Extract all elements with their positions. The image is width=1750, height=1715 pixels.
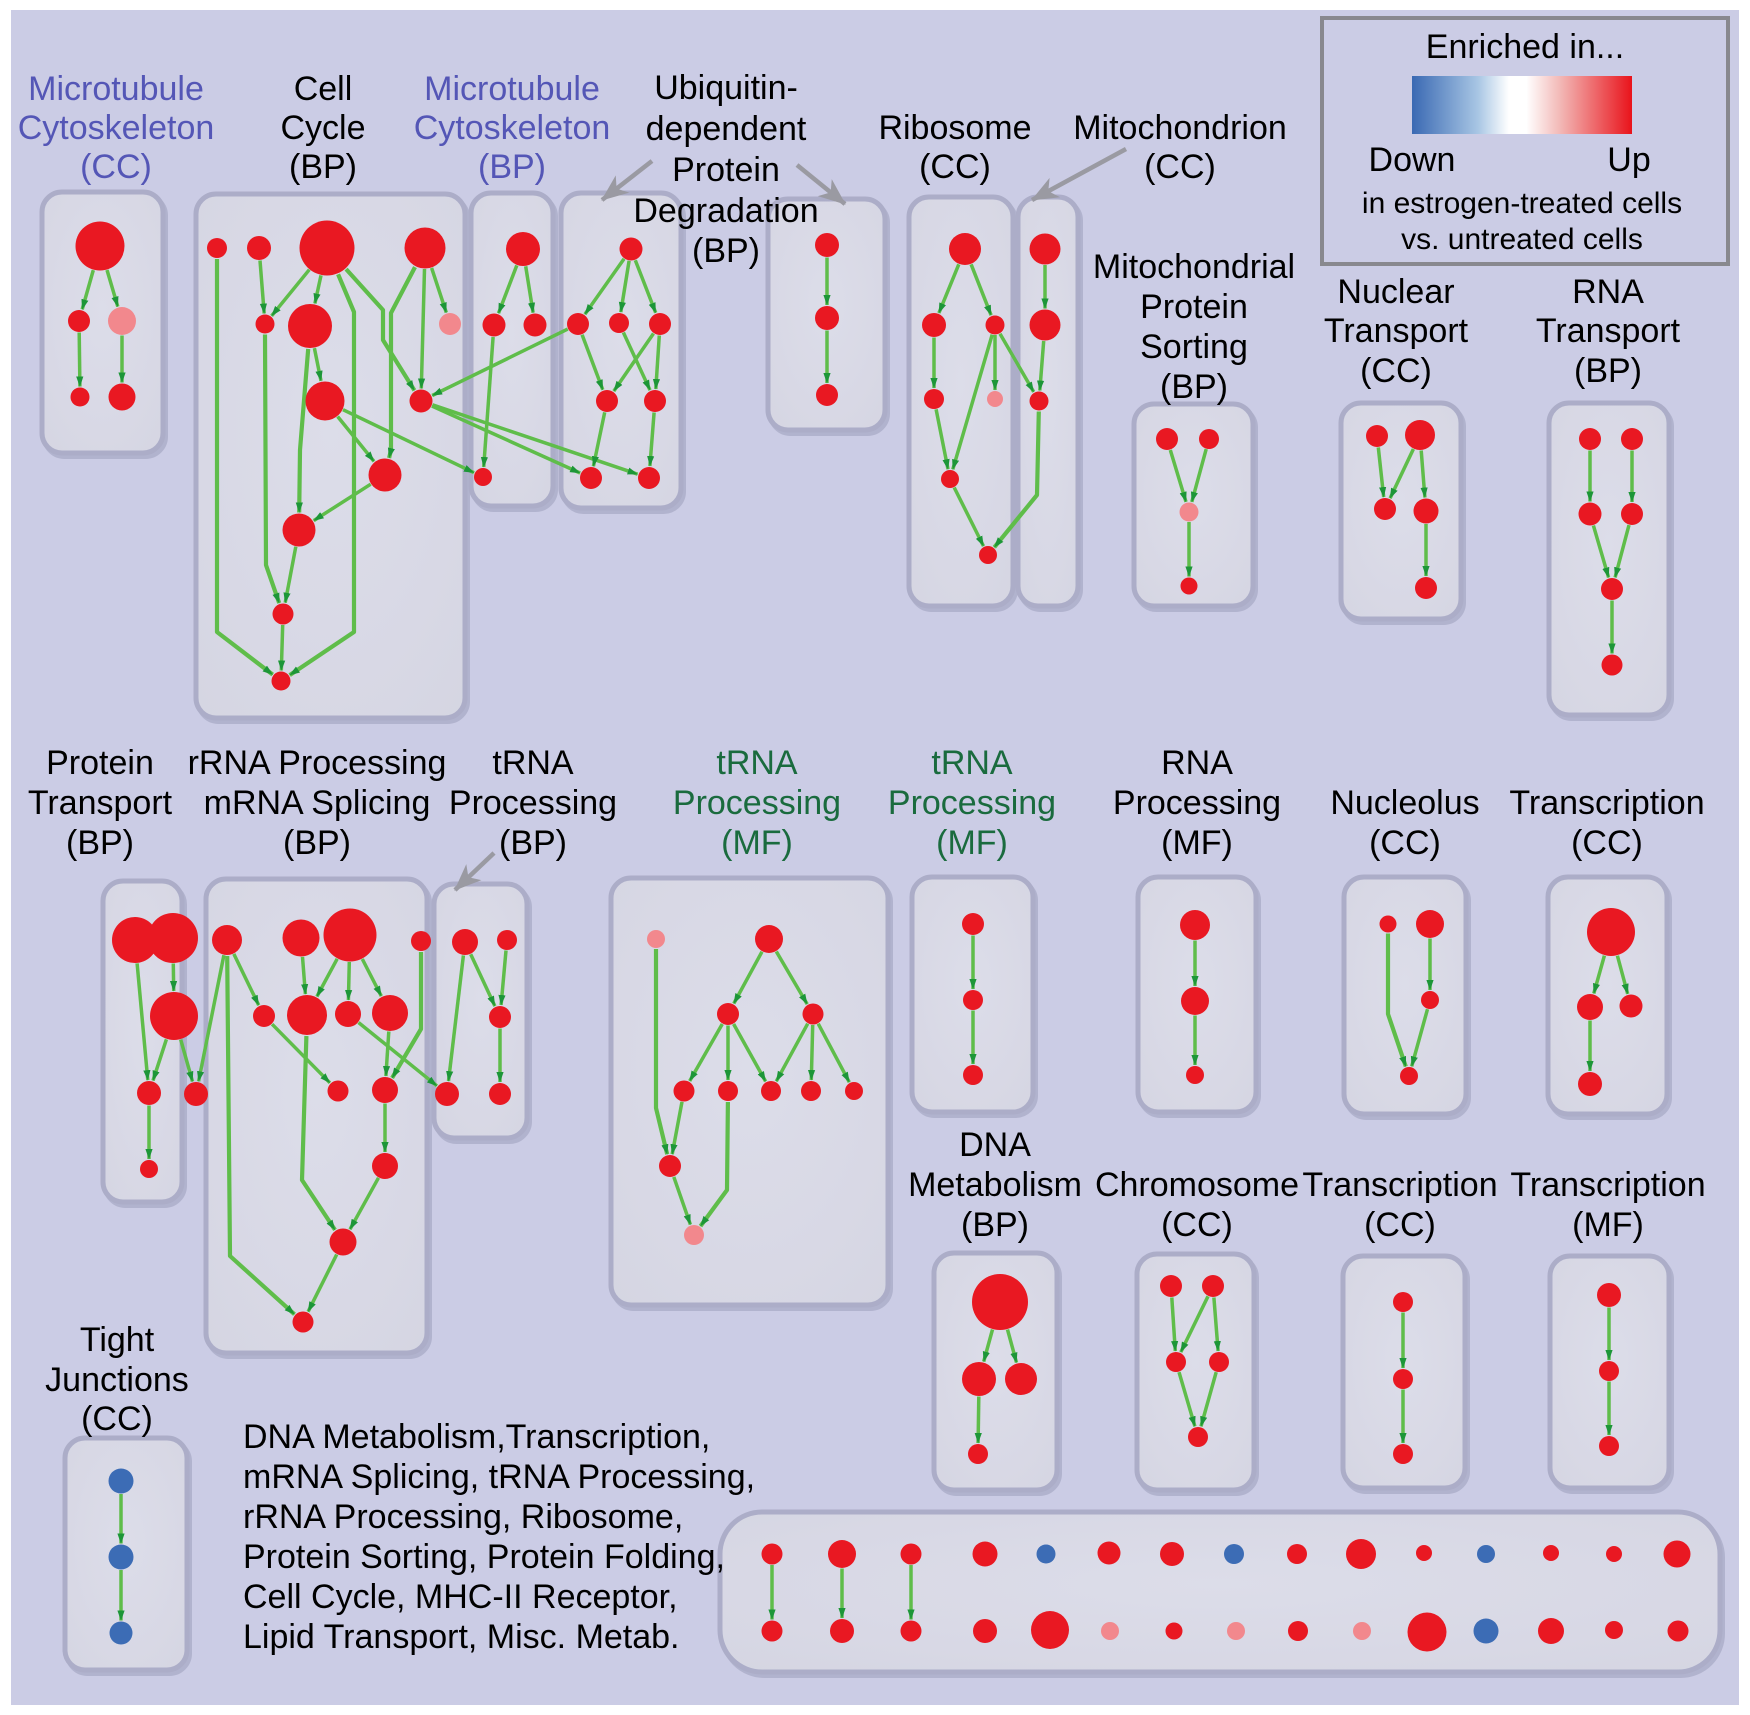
svg-text:Transcription: Transcription: [1510, 1166, 1705, 1204]
svg-text:vs. untreated cells: vs. untreated cells: [1401, 223, 1643, 256]
svg-text:Tight: Tight: [80, 1321, 155, 1359]
svg-text:Transport: Transport: [28, 784, 173, 822]
svg-text:in estrogen-treated cells: in estrogen-treated cells: [1362, 187, 1682, 220]
svg-text:(CC): (CC): [1369, 824, 1441, 862]
svg-text:(MF): (MF): [721, 824, 793, 862]
svg-text:Mitochondrial: Mitochondrial: [1093, 248, 1295, 286]
svg-text:Ribosome: Ribosome: [878, 109, 1031, 147]
svg-text:(CC): (CC): [1161, 1206, 1233, 1244]
svg-text:Cell: Cell: [294, 70, 353, 108]
svg-text:(CC): (CC): [1364, 1206, 1436, 1244]
svg-text:RNA: RNA: [1572, 273, 1644, 311]
svg-text:Cytoskeleton: Cytoskeleton: [18, 109, 215, 147]
svg-text:Processing: Processing: [1113, 784, 1281, 822]
svg-text:Protein: Protein: [672, 151, 780, 189]
svg-text:rRNA Processing, Ribosome,: rRNA Processing, Ribosome,: [243, 1498, 683, 1536]
svg-text:DNA: DNA: [959, 1126, 1031, 1164]
svg-text:(MF): (MF): [1572, 1206, 1644, 1244]
svg-text:Transcription: Transcription: [1302, 1166, 1497, 1204]
svg-text:Ubiquitin-: Ubiquitin-: [654, 69, 798, 107]
svg-text:(BP): (BP): [961, 1206, 1029, 1244]
svg-text:Chromosome: Chromosome: [1095, 1166, 1299, 1204]
svg-text:(BP): (BP): [1160, 368, 1228, 406]
svg-text:tRNA: tRNA: [492, 744, 574, 782]
svg-text:tRNA: tRNA: [931, 744, 1013, 782]
svg-text:(MF): (MF): [936, 824, 1008, 862]
svg-text:Degradation: Degradation: [633, 192, 818, 230]
svg-text:Junctions: Junctions: [45, 1361, 189, 1399]
svg-text:(BP): (BP): [692, 232, 760, 270]
svg-text:RNA: RNA: [1161, 744, 1233, 782]
svg-text:Protein: Protein: [46, 744, 154, 782]
svg-text:Mitochondrion: Mitochondrion: [1073, 109, 1287, 147]
svg-text:Lipid Transport, Misc. Metab.: Lipid Transport, Misc. Metab.: [243, 1618, 680, 1656]
svg-text:Cycle: Cycle: [280, 109, 365, 147]
svg-text:(CC): (CC): [81, 1400, 153, 1438]
svg-text:(MF): (MF): [1161, 824, 1233, 862]
svg-text:mRNA Splicing: mRNA Splicing: [204, 784, 431, 822]
svg-text:(BP): (BP): [1574, 352, 1642, 390]
svg-text:(BP): (BP): [66, 824, 134, 862]
svg-text:Protein: Protein: [1140, 288, 1248, 326]
svg-text:Up: Up: [1607, 141, 1650, 179]
svg-text:Enriched in...: Enriched in...: [1426, 28, 1624, 66]
svg-text:(CC): (CC): [1571, 824, 1643, 862]
svg-text:Cytoskeleton: Cytoskeleton: [414, 109, 611, 147]
svg-text:(CC): (CC): [1360, 352, 1432, 390]
svg-text:Transport: Transport: [1536, 312, 1681, 350]
svg-text:Sorting: Sorting: [1140, 328, 1248, 366]
svg-text:(CC): (CC): [919, 148, 991, 186]
svg-text:Protein Sorting, Protein Foldi: Protein Sorting, Protein Folding,: [243, 1538, 725, 1576]
svg-text:Microtubule: Microtubule: [28, 70, 204, 108]
svg-text:(BP): (BP): [499, 824, 567, 862]
svg-text:Processing: Processing: [888, 784, 1056, 822]
svg-text:Microtubule: Microtubule: [424, 70, 600, 108]
svg-text:(BP): (BP): [289, 148, 357, 186]
svg-text:dependent: dependent: [646, 110, 807, 148]
svg-text:Processing: Processing: [449, 784, 617, 822]
svg-text:(CC): (CC): [1144, 148, 1216, 186]
svg-text:tRNA: tRNA: [716, 744, 798, 782]
svg-text:mRNA Splicing, tRNA Processing: mRNA Splicing, tRNA Processing,: [243, 1458, 755, 1496]
svg-text:rRNA Processing: rRNA Processing: [188, 744, 447, 782]
svg-text:Nuclear: Nuclear: [1337, 273, 1454, 311]
svg-text:(BP): (BP): [283, 824, 351, 862]
svg-text:Metabolism: Metabolism: [908, 1166, 1082, 1204]
svg-text:(BP): (BP): [478, 148, 546, 186]
svg-text:Transcription: Transcription: [1509, 784, 1704, 822]
svg-text:Transport: Transport: [1324, 312, 1469, 350]
svg-text:Cell Cycle, MHC-II Receptor,: Cell Cycle, MHC-II Receptor,: [243, 1578, 678, 1616]
svg-text:Processing: Processing: [673, 784, 841, 822]
svg-text:(CC): (CC): [80, 148, 152, 186]
svg-text:Nucleolus: Nucleolus: [1330, 784, 1479, 822]
svg-text:DNA Metabolism,Transcription,: DNA Metabolism,Transcription,: [243, 1418, 710, 1456]
svg-text:Down: Down: [1369, 141, 1456, 179]
